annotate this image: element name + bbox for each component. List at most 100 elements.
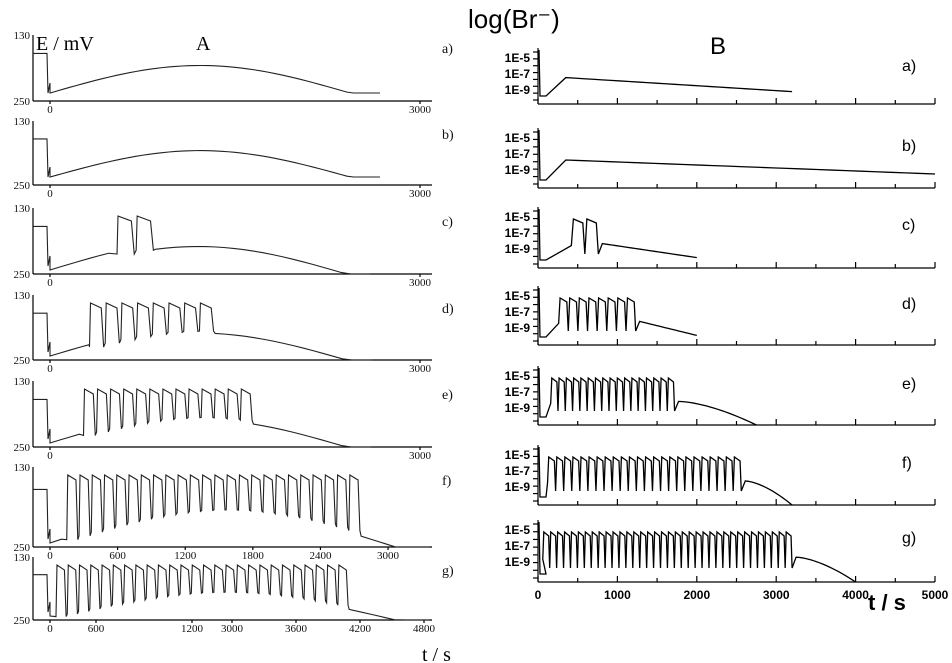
panel-b-y-tick-label: 1E-7 [505, 539, 531, 553]
panel-b-xlabel: t / s [868, 590, 906, 615]
panel-a-y-tick-bottom: 250 [14, 542, 31, 554]
panel-b-y-tick-label: 1E-9 [505, 555, 531, 569]
panel-b-y-tick-label: 1E-7 [505, 385, 531, 399]
panel-b-trace [538, 49, 793, 97]
panel-a-x-tick-label: 600 [88, 623, 105, 635]
panel-a-y-tick-top: 130 [14, 552, 31, 564]
panel-b-y-tick-label: 1E-7 [505, 226, 531, 240]
panel-b-subplot-b: 1E-5 1E-7 1E-9 b) [505, 128, 936, 189]
panel-a-trace [33, 302, 372, 361]
panel-a-x-tick-label: 4200 [349, 623, 372, 635]
panel-a-subplot-a: 130 250 0 3000 a) [14, 30, 454, 116]
panel-a-subplot-e: 130 250 0 3000 e) [14, 376, 454, 462]
panel-a-subplot-label: e) [442, 388, 453, 403]
panel-b-y-tick-label: 1E-5 [505, 523, 531, 537]
panel-a-x-tick-label: 1800 [242, 550, 265, 562]
panel-b-y-tick-label: 1E-9 [505, 401, 531, 415]
panel-b-x-tick-label: 0 [535, 588, 542, 602]
panel-b-trace [538, 446, 793, 506]
panel-a-y-tick-bottom: 250 [14, 442, 31, 454]
panel-b-x-tick-label: 3000 [763, 588, 790, 602]
panel-b-y-tick-label: 1E-7 [505, 67, 531, 81]
panel-b-subplot-e: 1E-5 1E-7 1E-9 e) [505, 366, 936, 426]
panel-b-y-tick-label: 1E-5 [505, 51, 531, 65]
panel-a-x-tick-label: 3000 [221, 623, 244, 635]
panel-b-y-tick-label: 1E-5 [505, 210, 531, 224]
panel-b-subplot-label: a) [902, 58, 916, 75]
panel-a-x-tick-label: 3000 [409, 188, 432, 200]
panel-a-x-tick-label: 3000 [409, 363, 432, 375]
panel-b-trace [538, 521, 856, 583]
panel-a-y-tick-top: 130 [14, 116, 31, 128]
panel-a-y-tick-bottom: 250 [14, 180, 31, 192]
panel-a-y-tick-bottom: 250 [14, 269, 31, 281]
panel-b-subplot-f: 1E-5 1E-7 1E-9 f) [505, 445, 936, 506]
panel-b-x-tick-label: 1000 [604, 588, 631, 602]
panel-a-trace [33, 474, 430, 548]
panel-a-x-tick-label: 0 [47, 104, 53, 116]
panel-b-trace [538, 287, 697, 338]
panel-a-y-tick-bottom: 250 [14, 355, 31, 367]
panel-b-subplot-label: c) [902, 217, 915, 234]
panel-a-subplot-d: 130 250 0 3000 d) [14, 290, 455, 375]
panel-a-x-tick-label: 3000 [409, 277, 432, 289]
panel-b-trace [538, 367, 757, 426]
panel-b-subplot-label: e) [902, 376, 916, 393]
panel-b-y-tick-label: 1E-7 [505, 305, 531, 319]
panel-a-subplot-g: 130 250 0 600 1200 3000 3600 4200 4800 g) [14, 552, 455, 635]
panel-a-x-tick-label: 0 [47, 277, 53, 289]
panel-b-trace [538, 129, 936, 181]
panel-b-x-tick-label: 5000 [922, 588, 949, 602]
panel-a-y-tick-top: 130 [14, 376, 31, 388]
panel-a-x-tick-label: 3000 [409, 104, 432, 116]
panel-b-subplot-a: 1E-5 1E-7 1E-9 a) [505, 48, 936, 105]
panel-b-x-tick-label: 4000 [842, 588, 869, 602]
panel-a-subplot-label: c) [442, 215, 453, 230]
panel-a-subplot-c: 130 250 0 3000 c) [14, 203, 454, 289]
panel-a-y-tick-bottom: 250 [14, 615, 31, 627]
panel-a-x-tick-label: 0 [47, 363, 53, 375]
panel-a-x-tick-label: 3000 [409, 450, 432, 462]
panel-b-y-tick-label: 1E-9 [505, 242, 531, 256]
panel-a-subplot-b: 130 250 0 3000 b) [14, 116, 455, 200]
panel-b-subplot-label: b) [902, 138, 916, 155]
panel-a-x-tick-label: 3600 [285, 623, 308, 635]
panel-a-x-tick-label: 0 [47, 188, 53, 200]
panel-a-x-tick-label: 1200 [174, 550, 197, 562]
panel-a-trace [33, 138, 380, 178]
panel-a-trace [33, 563, 429, 621]
panel-a-subplot-label: d) [442, 302, 454, 317]
panel-b-label: B [710, 33, 726, 60]
panel-a-subplot-label: a) [442, 42, 453, 57]
panel-b-ylabel: log(Br⁻) [468, 4, 560, 34]
panel-b-subplot-label: d) [902, 296, 916, 313]
panel-b-subplot-label: g) [902, 530, 916, 547]
panel-b-y-tick-label: 1E-9 [505, 321, 531, 335]
panel-b-y-tick-label: 1E-7 [505, 147, 531, 161]
panel-a-xlabel: t / s [422, 644, 451, 663]
panel-a-x-tick-label: 1200 [181, 623, 204, 635]
panel-a-x-tick-label: 3000 [377, 550, 400, 562]
panel-b-y-tick-label: 1E-5 [505, 289, 531, 303]
panel-a-ylabel: E / mV [36, 33, 94, 55]
panel-a-x-tick-label: 4800 [413, 623, 436, 635]
panel-a-y-tick-top: 130 [14, 30, 31, 42]
panel-b-y-tick-label: 1E-5 [505, 448, 531, 462]
panel-a-x-tick-label: 2400 [309, 550, 332, 562]
panel-a-x-tick-label: 600 [109, 550, 126, 562]
panel-a-y-tick-top: 130 [14, 203, 31, 215]
panel-a-x-tick-label: 0 [47, 623, 53, 635]
panel-b-y-tick-label: 1E-5 [505, 131, 531, 145]
panel-b-subplot-g: 1E-5 1E-7 1E-9 g) [505, 520, 936, 583]
panel-a-y-tick-bottom: 250 [14, 96, 31, 108]
panel-a-trace [33, 52, 380, 94]
panel-a-label: A [196, 33, 211, 55]
panel-a-y-tick-top: 130 [14, 290, 31, 302]
panel-b-y-tick-label: 1E-9 [505, 480, 531, 494]
panel-b-y-tick-label: 1E-7 [505, 464, 531, 478]
panel-b-x-tick-label: 2000 [683, 588, 710, 602]
panel-b-subplot-c: 1E-5 1E-7 1E-9 c) [505, 207, 936, 269]
